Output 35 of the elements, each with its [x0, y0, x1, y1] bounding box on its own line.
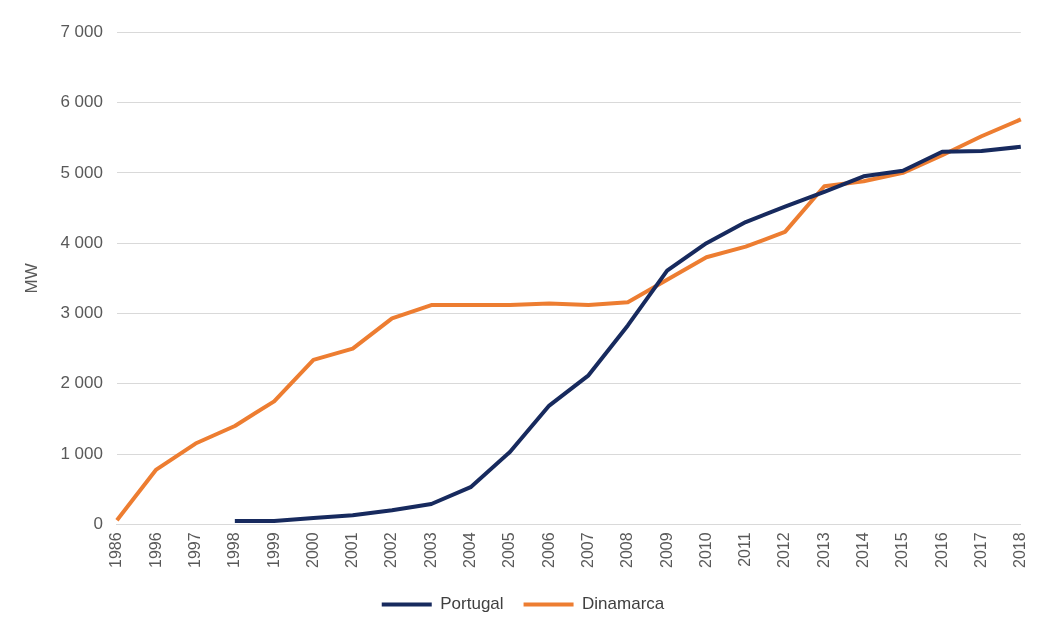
x-tick-label: 2018 — [1011, 532, 1029, 568]
x-tick-label: 2016 — [932, 532, 950, 568]
legend-label: Portugal — [440, 594, 504, 614]
x-tick-label: 2003 — [421, 532, 439, 568]
y-tick-label: 7 000 — [60, 21, 103, 41]
y-tick-label: 3 000 — [60, 303, 103, 323]
x-tick-label: 2005 — [500, 532, 518, 568]
x-tick-label: 2011 — [736, 532, 754, 567]
x-tick-label: 1998 — [225, 532, 243, 568]
y-tick-label: 6 000 — [60, 92, 103, 112]
x-tick-label: 2015 — [893, 532, 911, 568]
x-tick-label: 1996 — [146, 532, 164, 568]
legend-label: Dinamarca — [582, 594, 665, 614]
y-tick-label: 0 — [93, 514, 103, 534]
x-tick-label: 2004 — [461, 532, 479, 568]
x-tick-label: 2014 — [854, 532, 872, 568]
y-axis-title: MW — [21, 263, 41, 294]
x-tick-label: 1997 — [185, 532, 203, 568]
x-tick-label: 2010 — [696, 532, 714, 568]
x-tick-label: 2009 — [657, 532, 675, 568]
x-tick-label: 1999 — [264, 532, 282, 568]
y-tick-label: 2 000 — [60, 373, 103, 393]
x-tick-label: 2002 — [382, 532, 400, 568]
x-tick-label: 2013 — [814, 532, 832, 568]
x-tick-label: 1986 — [107, 532, 125, 568]
x-tick-label: 2017 — [971, 532, 989, 568]
y-tick-label: 1 000 — [60, 443, 103, 463]
y-tick-label: 5 000 — [60, 162, 103, 182]
y-tick-label: 4 000 — [60, 232, 103, 252]
x-tick-label: 2008 — [618, 532, 636, 568]
x-tick-label: 2012 — [775, 532, 793, 568]
x-tick-label: 2006 — [539, 532, 557, 568]
x-tick-label: 2000 — [303, 532, 321, 568]
x-tick-label: 2001 — [343, 532, 361, 568]
x-tick-label: 2007 — [578, 532, 596, 568]
